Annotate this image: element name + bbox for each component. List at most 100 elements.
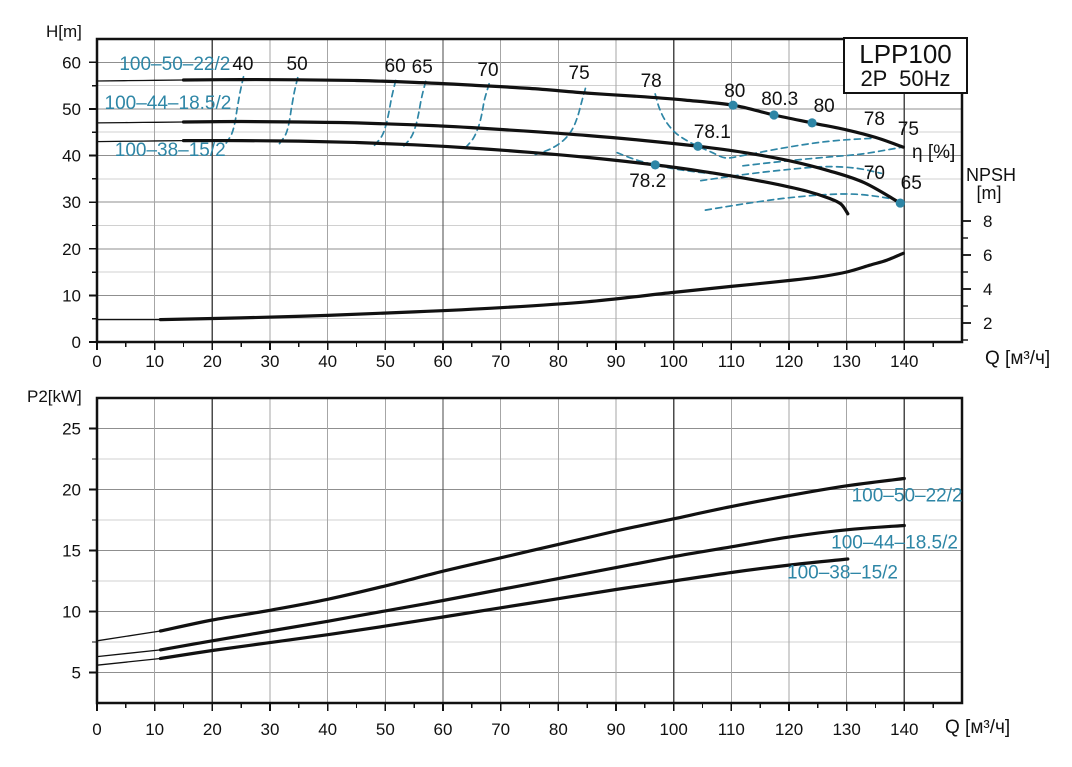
y-tick-label: 20: [62, 240, 81, 259]
bep-dot: [895, 198, 905, 208]
y-tick-label: 10: [62, 286, 81, 305]
npsh-axis-unit: [m]: [977, 183, 1002, 203]
efficiency-value-label: 75: [898, 119, 919, 140]
curve-100–44–18.5/2: [158, 523, 906, 652]
model-series-name: LPP100: [859, 39, 952, 69]
efficiency-contour-75r: [742, 146, 904, 167]
npsh-axis: 2 4 6 8 NPSH[m]: [962, 165, 1016, 341]
model-curve-label: 100–50–22/2: [852, 486, 963, 507]
x-tick-label: 50: [376, 352, 395, 371]
efficiency-value-label: 70: [864, 163, 885, 184]
head-chart-group: 0 10 20 30 40 50 60 70 80 90 100 110 120 130 140 0 10 20 3…: [46, 22, 1050, 371]
efficiency-value-label: 78.1: [694, 122, 731, 143]
efficiency-value-label: 50: [287, 54, 308, 75]
x-tick-label: 110: [718, 352, 745, 371]
model-curve-label: 100–50–22/2: [119, 54, 230, 75]
axis-ticks: [89, 61, 934, 350]
efficiency-value-label: 40: [232, 54, 253, 75]
x-tick-label: 80: [549, 352, 568, 371]
x-tick-label: 90: [607, 352, 626, 371]
x-tick-label: 10: [145, 720, 164, 739]
curve-100–44–18.5/2: [181, 119, 902, 205]
x-tick-label: 70: [491, 720, 510, 739]
efficiency-value-label: 65: [412, 57, 433, 78]
y-axis-title: H[m]: [46, 22, 82, 41]
gridlines: [97, 39, 962, 342]
x-tick-label: 60: [434, 352, 453, 371]
bep-dot: [728, 100, 738, 110]
x-axis-title: Q [м³/ч]: [945, 717, 1010, 738]
x-tick-label: 20: [203, 720, 222, 739]
x-tick-label: 110: [718, 720, 745, 739]
x-axis-title: Q [м³/ч]: [985, 348, 1050, 369]
y-axis-title: P2[kW]: [27, 387, 82, 406]
bep-dot: [650, 160, 660, 170]
curve-100–50–22/2: [181, 77, 905, 149]
efficiency-value-label: 78.2: [629, 171, 666, 192]
x-tick-label: 0: [92, 720, 101, 739]
npsh-tick-label: 8: [983, 212, 992, 231]
pump-curves: [96, 476, 906, 666]
bep-dot: [693, 141, 703, 151]
efficiency-value-label: 70: [477, 60, 498, 81]
y-tick-label: 10: [62, 603, 81, 622]
x-tick-label: 130: [832, 352, 860, 371]
axis-ticks: [89, 427, 934, 711]
x-tick-label: 20: [203, 352, 222, 371]
x-tick-label: 40: [318, 352, 337, 371]
curve-thin-100–44–18.5/2: [96, 649, 161, 658]
efficiency-value-label: 60: [385, 56, 406, 77]
x-tick-label: 80: [549, 720, 568, 739]
npsh-tick-label: 6: [983, 246, 992, 265]
curve-thin-100–50–22/2: [96, 630, 161, 642]
efficiency-contour-65: [402, 80, 427, 148]
power-chart-group: 0 10 20 30 40 50 60 70 80 90 100 110 120 130 140 5 10 15 2…: [27, 387, 1010, 739]
efficiency-contour-78: [654, 93, 874, 159]
efficiency-value-label: 80: [724, 81, 745, 102]
efficiency-contour-75: [534, 87, 587, 156]
efficiency-value-label: 78: [641, 71, 662, 92]
model-title-box: LPP100 2P 50Hz: [843, 37, 968, 94]
model-curve-label: 100–44–18.5/2: [831, 533, 958, 554]
x-tick-label: 30: [261, 720, 280, 739]
npsh-tick-label: 2: [983, 314, 992, 333]
y-tick-label: 25: [62, 420, 81, 439]
curve-thin-100–38–15/2: [96, 657, 161, 666]
efficiency-contour-70: [463, 82, 490, 150]
curve-100–38–15/2: [181, 138, 850, 216]
x-tick-label: 50: [376, 720, 395, 739]
curve-100–50–22/2: [158, 476, 906, 633]
bep-dots: [650, 100, 905, 208]
curve-NPSH: [158, 251, 905, 322]
curve-thin-100–44–18.5/2: [96, 121, 184, 124]
x-tick-label: 0: [92, 352, 101, 371]
x-tick-label: 100: [659, 720, 687, 739]
efficiency-value-label: 78: [864, 109, 885, 130]
y-tick-label: 30: [62, 193, 81, 212]
efficiency-contour-50: [277, 76, 299, 146]
curve-thin-100–38–15/2: [96, 139, 184, 143]
x-tick-label: 100: [659, 352, 687, 371]
y-tick-label: 5: [72, 664, 81, 683]
npsh-axis-title: NPSH: [966, 165, 1016, 185]
y-tick-label: 15: [62, 542, 81, 561]
curve-100–38–15/2: [158, 557, 850, 661]
eta-axis-label: η [%]: [912, 142, 955, 163]
x-tick-label: 90: [607, 720, 626, 739]
x-tick-label: 120: [775, 352, 803, 371]
model-curve-label: 100–38–15/2: [787, 563, 898, 584]
npsh-tick-label: 4: [983, 280, 992, 299]
efficiency-value-label: 65: [901, 173, 922, 194]
curve-thin-100–50–22/2: [96, 79, 184, 82]
efficiency-value-label: 80.3: [761, 89, 798, 110]
y-tick-label: 40: [62, 147, 81, 166]
model-curve-label: 100–44–18.5/2: [105, 93, 232, 114]
efficiency-contour-70r: [699, 165, 883, 182]
bep-dot: [807, 118, 817, 128]
x-tick-label: 120: [775, 720, 803, 739]
x-tick-label: 30: [261, 352, 280, 371]
efficiency-contour-60: [372, 79, 397, 148]
x-tick-label: 60: [434, 720, 453, 739]
x-tick-label: 10: [145, 352, 164, 371]
